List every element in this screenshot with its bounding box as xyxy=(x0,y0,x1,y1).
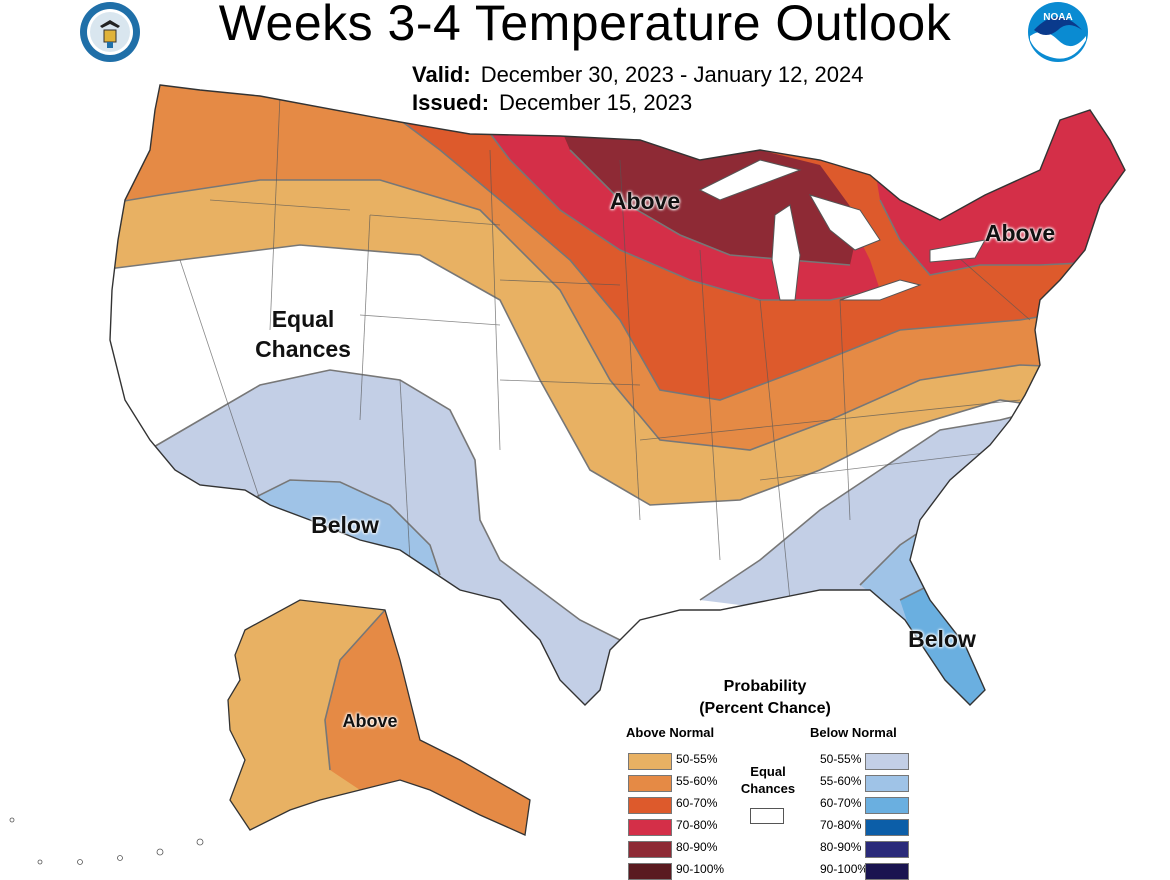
noaa-logo-text: NOAA xyxy=(1043,12,1072,23)
commerce-seal-icon xyxy=(80,2,140,62)
legend-equal-heading: Equal Chances xyxy=(740,764,796,796)
legend-above-swatch xyxy=(628,819,672,836)
page-title: Weeks 3-4 Temperature Outlook xyxy=(218,0,952,51)
label-above-northeast: Above xyxy=(984,220,1056,246)
conus-outline xyxy=(109,84,1126,706)
legend-below-label: 55-60% xyxy=(820,774,862,788)
legend-below-swatch xyxy=(865,775,909,792)
legend-equal-swatch xyxy=(750,808,784,824)
label-below-southwest: Below xyxy=(311,512,379,538)
issued-value: December 15, 2023 xyxy=(499,90,693,115)
legend-below-label: 90-100% xyxy=(820,862,869,876)
label-below-florida: Below xyxy=(908,626,976,652)
issued-label: Issued: xyxy=(412,90,490,115)
valid-value: December 30, 2023 - January 12, 2024 xyxy=(480,62,864,87)
legend-above-swatch xyxy=(628,775,672,792)
legend-below-label: 50-55% xyxy=(820,752,862,766)
legend-below-swatch xyxy=(865,753,909,770)
legend-title: Probability (Percent Chance) xyxy=(640,676,890,720)
legend-below-heading: Below Normal xyxy=(810,725,897,740)
legend-below-label: 70-80% xyxy=(820,818,862,832)
noaa-logo-icon: NOAA xyxy=(1028,2,1088,62)
label-above-alaska: Above xyxy=(342,711,398,731)
outlook-map xyxy=(9,84,1126,865)
legend-below-swatch xyxy=(865,797,909,814)
legend-above-label: 90-100% xyxy=(676,862,725,876)
valid-line: Valid: December 30, 2023 - January 12, 20… xyxy=(412,62,864,88)
legend-below-label: 60-70% xyxy=(820,796,862,810)
legend-title-line1: Probability xyxy=(723,678,807,695)
valid-label: Valid: xyxy=(412,62,471,87)
legend-above-label: 60-70% xyxy=(676,796,718,810)
legend-below-label: 80-90% xyxy=(820,840,862,854)
legend-above-label: 55-60% xyxy=(676,774,718,788)
legend-below-swatch xyxy=(865,841,909,858)
label-above-north: Above xyxy=(609,188,681,214)
legend-above-swatch xyxy=(628,841,672,858)
legend-title-line2: (Percent Chance) xyxy=(699,700,831,717)
legend-above-label: 70-80% xyxy=(676,818,718,832)
alaska-outline xyxy=(227,599,531,836)
label-equal-chances: Equal Chances xyxy=(255,306,351,362)
legend-above-swatch xyxy=(628,797,672,814)
legend-above-label: 50-55% xyxy=(676,752,718,766)
aleutian-islands xyxy=(9,817,204,865)
legend-above-swatch xyxy=(628,753,672,770)
legend-below-swatch xyxy=(865,863,909,880)
legend-above-label: 80-90% xyxy=(676,840,718,854)
issued-line: Issued: December 15, 2023 xyxy=(412,90,692,116)
legend-above-swatch xyxy=(628,863,672,880)
legend-below-swatch xyxy=(865,819,909,836)
legend-above-heading: Above Normal xyxy=(626,725,715,740)
